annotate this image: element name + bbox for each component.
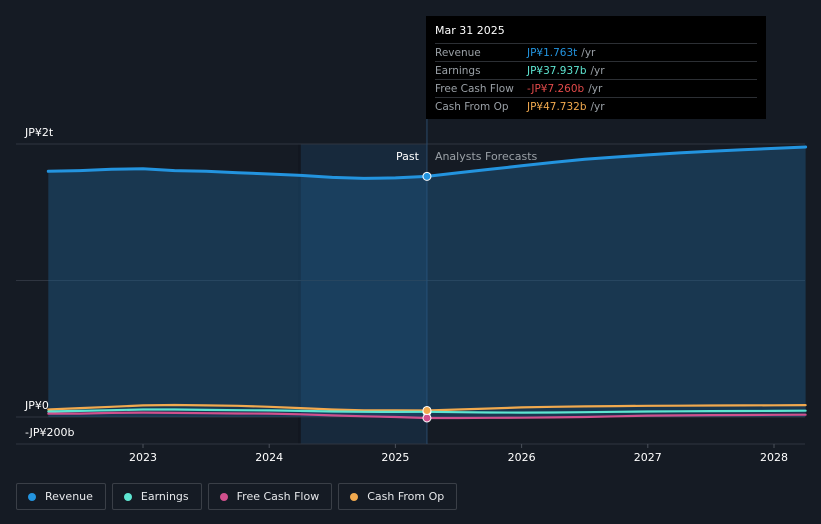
x-tick-label: 2025: [381, 451, 409, 464]
tooltip-row-cash-from-op: Cash From Op JP¥47.732b /yr: [435, 97, 757, 115]
legend-dot-icon: [28, 492, 36, 501]
tooltip-label: Cash From Op: [435, 100, 509, 113]
legend-label: Free Cash Flow: [236, 490, 320, 503]
tooltip: Mar 31 2025 Revenue JP¥1.763t /yr Earnin…: [426, 16, 766, 119]
y-tick-label: -JP¥200b: [25, 426, 74, 439]
tooltip-label: Earnings: [435, 64, 481, 77]
legend-dot-icon: [219, 492, 228, 501]
past-label: Past: [396, 150, 420, 163]
legend-item-revenue[interactable]: Revenue: [16, 483, 106, 510]
series-lines: [46, 145, 808, 423]
y-tick-label: JP¥0: [24, 399, 49, 412]
tooltip-unit: /yr: [590, 100, 605, 113]
legend-dot-icon: [350, 492, 359, 501]
tooltip-row-free-cash-flow: Free Cash Flow -JP¥7.260b /yr: [435, 79, 757, 97]
legend-item-free-cash-flow[interactable]: Free Cash Flow: [207, 483, 333, 510]
legend-label: Earnings: [140, 490, 189, 503]
tooltip-value: JP¥47.732b: [527, 100, 587, 113]
marker-cash-from-op: [422, 405, 432, 415]
past-dim-region: [298, 144, 301, 444]
tooltip-value: -JP¥7.260b: [527, 82, 585, 95]
legend-item-cash-from-op[interactable]: Cash From Op: [338, 483, 458, 510]
x-tick-label: 2027: [634, 451, 662, 464]
tooltip-value: JP¥1.763t: [527, 46, 578, 59]
tooltip-unit: /yr: [581, 46, 596, 59]
legend-label: Revenue: [45, 490, 93, 503]
series-areas: [48, 147, 806, 417]
legend: Revenue Earnings Free Cash Flow Cash Fro…: [16, 483, 458, 510]
revenue-area: [48, 147, 806, 417]
tooltip-unit: /yr: [590, 64, 605, 77]
tooltip-row-earnings: Earnings JP¥37.937b /yr: [435, 61, 757, 79]
x-tick-label: 2023: [129, 451, 157, 464]
tooltip-label: Revenue: [435, 46, 481, 59]
tooltip-unit: /yr: [588, 82, 603, 95]
y-tick-label: JP¥2t: [24, 126, 54, 139]
chart-labels: JP¥2t JP¥0 -JP¥200b 2023 2024 2025 2026 2027 202…: [24, 126, 788, 464]
grid: [16, 118, 805, 448]
tooltip-date: Mar 31 2025: [435, 24, 505, 37]
marker-free-cash-flow: [422, 413, 432, 423]
legend-label: Cash From Op: [367, 490, 445, 503]
x-tick-label: 2024: [255, 451, 283, 464]
x-tick-label: 2028: [760, 451, 788, 464]
x-tick-label: 2026: [508, 451, 536, 464]
past-highlight: [300, 144, 427, 444]
tooltip-value: JP¥37.937b: [527, 64, 587, 77]
legend-dot-icon: [123, 492, 132, 501]
tooltip-row-revenue: Revenue JP¥1.763t /yr: [435, 43, 757, 61]
marker-revenue: [422, 171, 432, 181]
tooltip-label: Free Cash Flow: [435, 82, 514, 95]
legend-item-earnings[interactable]: Earnings: [111, 483, 202, 510]
forecast-label: Analysts Forecasts: [435, 150, 538, 163]
